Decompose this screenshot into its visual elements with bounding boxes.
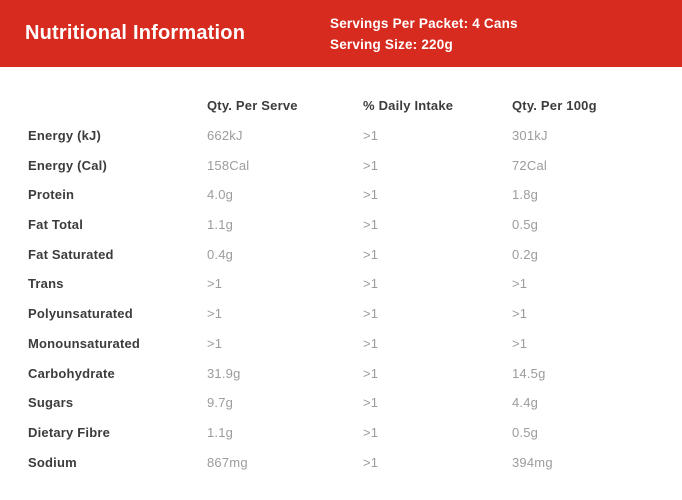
daily-intake-value: >1 [363, 306, 379, 322]
daily-intake-value: >1 [363, 276, 379, 292]
per-100g-value: 1.8g [512, 187, 539, 203]
per-serve-value: >1 [207, 276, 223, 292]
row-label: Trans [28, 276, 64, 292]
daily-intake-value: >1 [363, 187, 379, 203]
per-serve-value: 867mg [207, 454, 248, 470]
row-label: Fat Total [28, 217, 83, 233]
per-serve-value: 4.0g [207, 187, 234, 203]
per-serve-value: 9.7g [207, 395, 234, 411]
per-100g-value: >1 [512, 335, 528, 351]
table-row-trans: Trans >1 >1 >1 [28, 269, 672, 299]
per-100g-value: 301kJ [512, 128, 548, 144]
daily-intake-value: >1 [363, 454, 379, 470]
table-row-carbohydrate: Carbohydrate 31.9g >1 14.5g [28, 358, 672, 388]
per-serve-value: 1.1g [207, 424, 234, 440]
per-100g-value: >1 [512, 306, 528, 322]
serving-size: Serving Size: 220g [330, 36, 453, 52]
per-100g-value: 4.4g [512, 395, 539, 411]
servings-per-packet: Servings Per Packet: 4 Cans [330, 15, 518, 31]
per-serve-value: 31.9g [207, 365, 241, 381]
row-label: Energy (Cal) [28, 157, 107, 173]
daily-intake-value: >1 [363, 424, 379, 440]
row-label: Fat Saturated [28, 246, 114, 262]
table-row-monounsaturated: Monounsaturated >1 >1 >1 [28, 329, 672, 359]
table-row-dietary-fibre: Dietary Fibre 1.1g >1 0.5g [28, 418, 672, 448]
table-header-row: Qty. Per Serve % Daily Intake Qty. Per 1… [28, 91, 672, 121]
panel-title: Nutritional Information [25, 22, 246, 44]
row-label: Carbohydrate [28, 365, 115, 381]
daily-intake-value: >1 [363, 217, 379, 233]
per-serve-value: 662kJ [207, 128, 243, 144]
row-label: Dietary Fibre [28, 424, 111, 440]
row-label: Monounsaturated [28, 335, 141, 351]
per-100g-value: 14.5g [512, 365, 546, 381]
table-row-sugars: Sugars 9.7g >1 4.4g [28, 388, 672, 418]
daily-intake-value: >1 [363, 335, 379, 351]
daily-intake-value: >1 [363, 246, 379, 262]
per-100g-value: >1 [512, 276, 528, 292]
per-serve-value: 1.1g [207, 217, 234, 233]
table-row-energy-kj: Energy (kJ) 662kJ >1 301kJ [28, 121, 672, 151]
per-serve-value: 0.4g [207, 246, 234, 262]
per-100g-value: 0.5g [512, 217, 539, 233]
daily-intake-value: >1 [363, 128, 379, 144]
row-label: Energy (kJ) [28, 128, 102, 144]
daily-intake-value: >1 [363, 365, 379, 381]
per-100g-value: 0.5g [512, 424, 539, 440]
table-row-protein: Protein 4.0g >1 1.8g [28, 180, 672, 210]
row-label: Polyunsaturated [28, 306, 133, 322]
per-100g-value: 394mg [512, 454, 553, 470]
panel-header: Nutritional Information Servings Per Pac… [0, 0, 682, 67]
table-row-fat-total: Fat Total 1.1g >1 0.5g [28, 210, 672, 240]
column-header-per-100g: Qty. Per 100g [512, 98, 597, 114]
per-serve-value: >1 [207, 335, 223, 351]
column-header-per-serve: Qty. Per Serve [207, 98, 298, 114]
per-100g-value: 72Cal [512, 157, 547, 173]
column-header-daily-intake: % Daily Intake [363, 98, 454, 114]
daily-intake-value: >1 [363, 157, 379, 173]
serving-info: Servings Per Packet: 4 Cans Serving Size… [330, 13, 518, 55]
nutrition-table: Qty. Per Serve % Daily Intake Qty. Per 1… [0, 91, 682, 477]
table-row-fat-saturated: Fat Saturated 0.4g >1 0.2g [28, 239, 672, 269]
table-row-energy-cal: Energy (Cal) 158Cal >1 72Cal [28, 150, 672, 180]
table-row-sodium: Sodium 867mg >1 394mg [28, 447, 672, 477]
per-100g-value: 0.2g [512, 246, 539, 262]
row-label: Sodium [28, 454, 77, 470]
row-label: Protein [28, 187, 75, 203]
table-row-polyunsaturated: Polyunsaturated >1 >1 >1 [28, 299, 672, 329]
daily-intake-value: >1 [363, 395, 379, 411]
per-serve-value: 158Cal [207, 157, 250, 173]
row-label: Sugars [28, 395, 74, 411]
per-serve-value: >1 [207, 306, 223, 322]
